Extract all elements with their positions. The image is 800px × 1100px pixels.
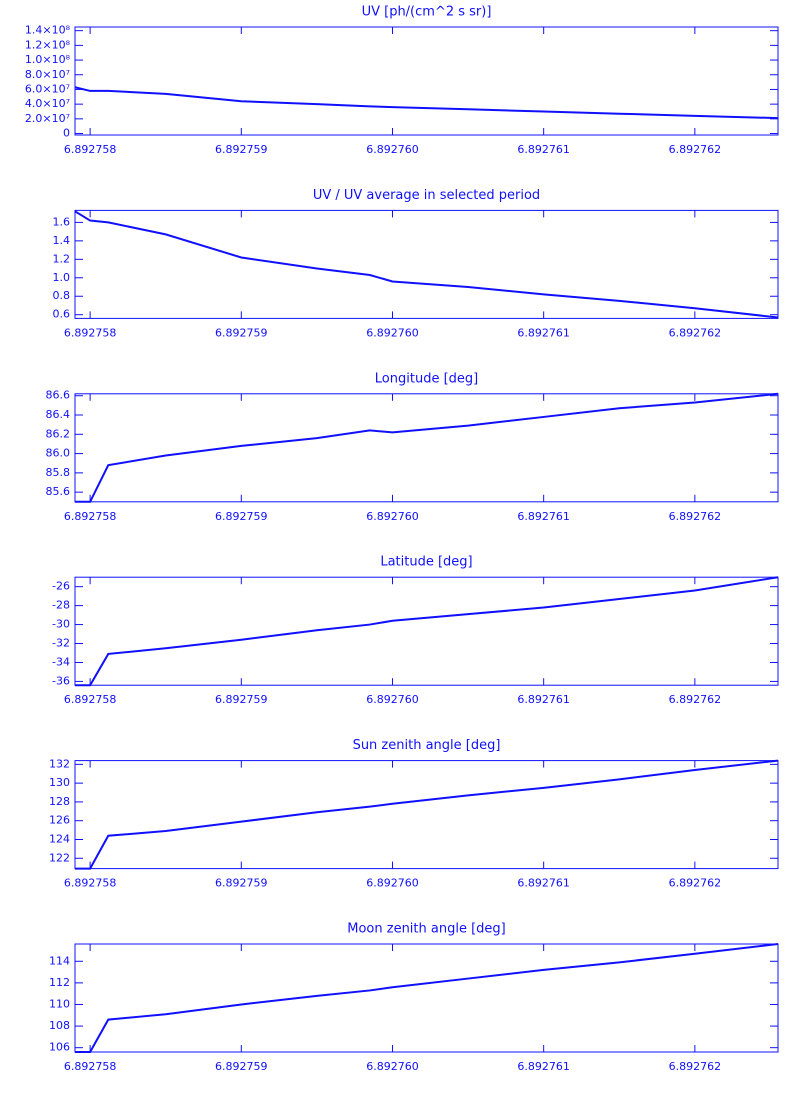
y-tick-label: 128 [49,795,70,808]
y-tick-label: 1.0×10⁸ [25,53,71,66]
y-tick-label: 4.0×10⁷ [25,97,70,110]
x-tick-label: 6.892758 [64,693,117,706]
y-tick-label: 122 [49,851,70,864]
x-tick-label: 6.892759 [215,877,268,890]
y-tick-label: 1.4 [53,234,71,247]
y-tick-label: -30 [52,618,70,631]
x-tick-label: 6.892761 [517,877,570,890]
y-tick-label: 1.2×10⁸ [25,38,71,51]
x-tick-label: 6.892761 [517,143,570,156]
data-line [75,392,779,503]
plot-frame [74,760,779,870]
y-tick-label: 86.2 [46,427,71,440]
x-tick-label: 6.892760 [366,877,419,890]
x-tick-label: 6.892760 [366,1060,419,1073]
y-tick-label: 1.0 [53,271,71,284]
y-tick-label: 86.6 [46,389,71,402]
x-tick-label: 6.892758 [64,877,117,890]
y-tick-label: 1.4×10⁸ [25,24,71,37]
x-tick-label: 6.892758 [64,143,117,156]
y-tick-label: 0.8 [53,289,71,302]
x-tick-label: 6.892762 [669,1060,722,1073]
chart-title: Sun zenith angle [deg] [353,738,501,753]
x-tick-label: 6.892761 [517,693,570,706]
y-tick-label: 114 [49,954,70,967]
y-tick-label: 1.2 [53,252,71,265]
y-tick-label: -34 [52,655,70,668]
y-tick-label: 132 [49,757,70,770]
x-tick-label: 6.892760 [366,510,419,523]
chart-title: Latitude [deg] [380,555,472,570]
y-tick-label: 8.0×10⁷ [25,68,70,81]
y-tick-label: -28 [52,599,70,612]
plot-frame [74,943,779,1053]
y-tick-label: 126 [49,814,70,827]
y-tick-label: 106 [49,1041,70,1054]
y-tick-label: -32 [52,637,70,650]
x-tick-label: 6.892761 [517,510,570,523]
y-tick-label: 110 [49,997,70,1010]
y-tick-label: 85.6 [46,485,71,498]
y-tick-label: 0 [63,127,70,140]
x-tick-label: 6.892762 [669,326,722,339]
y-tick-label: 124 [49,832,70,845]
x-tick-label: 6.892760 [366,326,419,339]
chart-title: Longitude [deg] [375,371,478,386]
data-line [74,86,779,120]
x-tick-label: 6.892759 [215,693,268,706]
chart-title: UV / UV average in selected period [313,188,540,203]
y-tick-label: 2.0×10⁷ [25,112,70,125]
y-tick-label: 108 [49,1019,70,1032]
plot-frame [74,209,779,319]
plot-frame [74,393,779,503]
x-tick-label: 6.892761 [517,326,570,339]
data-line [75,576,779,687]
y-tick-label: 130 [49,776,70,789]
x-tick-label: 6.892759 [215,510,268,523]
x-tick-label: 6.892760 [366,693,419,706]
y-tick-label: 86.4 [46,408,71,421]
chart-title: UV [ph/(cm^2 s sr)] [362,5,492,20]
x-tick-label: 6.892762 [669,510,722,523]
x-tick-label: 6.892759 [215,143,268,156]
x-tick-label: 6.892759 [215,1060,268,1073]
x-tick-label: 6.892758 [64,1060,117,1073]
data-line [75,759,779,870]
x-tick-label: 6.892762 [669,693,722,706]
x-tick-label: 6.892762 [669,877,722,890]
x-tick-label: 6.892758 [64,326,117,339]
y-tick-label: 112 [49,976,70,989]
y-tick-label: 85.8 [46,466,71,479]
y-tick-label: 86.0 [46,447,71,460]
x-tick-label: 6.892762 [669,143,722,156]
y-tick-label: -26 [52,580,70,593]
x-tick-label: 6.892758 [64,510,117,523]
y-tick-label: 1.6 [53,215,71,228]
plot-frame [74,26,779,136]
x-tick-label: 6.892761 [517,1060,570,1073]
data-line [75,943,779,1053]
y-tick-label: 0.6 [53,308,71,321]
y-tick-label: -36 [52,674,70,687]
x-tick-label: 6.892760 [366,143,419,156]
plot-frame [74,576,779,686]
chart-title: Moon zenith angle [deg] [347,922,505,937]
x-tick-label: 6.892759 [215,326,268,339]
y-tick-label: 6.0×10⁷ [25,82,70,95]
data-line [74,210,779,319]
